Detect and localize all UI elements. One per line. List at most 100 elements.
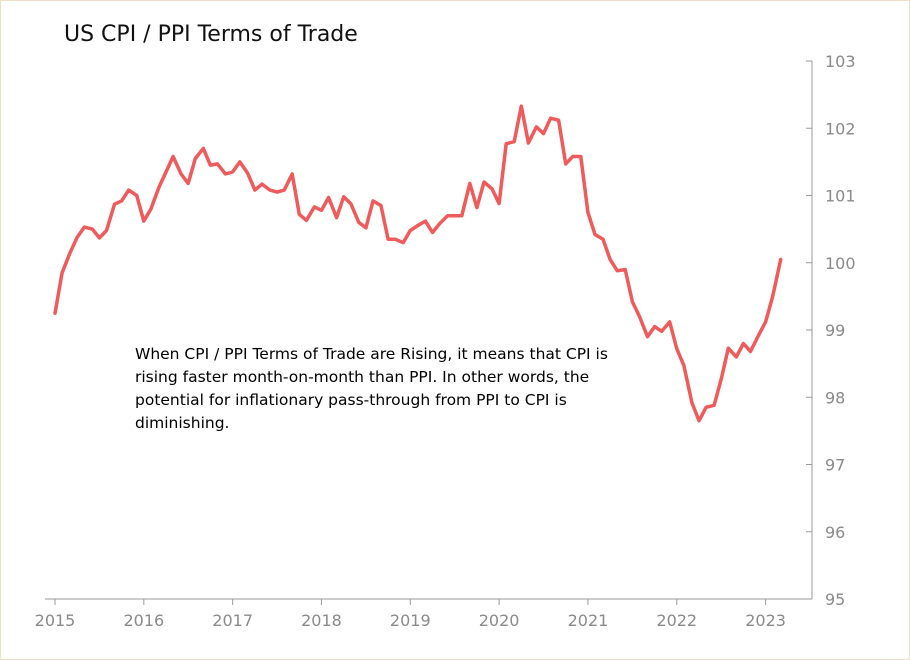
- data-point: [202, 147, 205, 150]
- x-tick-label: 2023: [745, 611, 786, 630]
- data-point: [120, 199, 123, 203]
- data-point: [453, 214, 456, 217]
- data-point: [305, 219, 308, 222]
- data-point: [468, 182, 471, 185]
- data-point: [579, 155, 582, 158]
- x-tick-label: 2021: [568, 611, 609, 630]
- data-point: [631, 300, 634, 303]
- data-point: [431, 231, 434, 234]
- data-point: [727, 347, 730, 350]
- data-point: [320, 209, 323, 212]
- data-point: [313, 205, 316, 209]
- data-point: [660, 330, 663, 333]
- data-point: [535, 125, 538, 129]
- data-point: [283, 188, 286, 192]
- data-point: [135, 194, 138, 197]
- data-point: [720, 377, 723, 381]
- data-point: [394, 238, 397, 241]
- data-point: [224, 172, 227, 176]
- data-point: [275, 190, 279, 194]
- x-tick-label: 2020: [479, 611, 520, 630]
- data-point: [460, 214, 463, 217]
- x-tick-label: 2022: [656, 611, 697, 630]
- data-point: [513, 140, 516, 143]
- data-point: [260, 182, 264, 186]
- data-point: [490, 187, 494, 190]
- y-tick-label: 100: [825, 254, 856, 273]
- data-point: [424, 219, 427, 223]
- y-tick-label: 102: [825, 119, 856, 138]
- data-point: [668, 320, 671, 324]
- data-point: [91, 227, 94, 231]
- data-point: [638, 315, 641, 318]
- data-point: [520, 104, 523, 108]
- data-point: [364, 226, 368, 229]
- y-tick-label: 97: [825, 456, 845, 475]
- y-tick-label: 98: [825, 388, 845, 407]
- data-point: [127, 188, 130, 192]
- data-point: [253, 188, 257, 192]
- chart-annotation: When CPI / PPI Terms of Trade are Rising…: [135, 345, 608, 432]
- data-point: [98, 236, 101, 240]
- data-point: [291, 172, 294, 176]
- data-point: [704, 406, 708, 409]
- data-point: [231, 170, 234, 174]
- x-tick-label: 2016: [123, 611, 164, 630]
- data-point: [164, 170, 168, 174]
- data-point: [735, 355, 738, 359]
- data-point: [53, 312, 57, 315]
- data-point: [593, 233, 597, 236]
- data-point: [712, 404, 716, 407]
- data-point: [771, 295, 774, 298]
- data-point: [142, 219, 145, 223]
- data-point: [757, 334, 760, 337]
- data-point: [379, 204, 383, 207]
- data-point: [386, 238, 390, 241]
- data-point: [624, 268, 627, 271]
- data-point: [549, 117, 552, 120]
- x-tick-label: 2017: [212, 611, 253, 630]
- data-point: [697, 419, 701, 422]
- data-point: [83, 225, 86, 229]
- data-point: [171, 155, 175, 158]
- x-tick-label: 2018: [301, 611, 342, 630]
- y-tick-label: 103: [825, 52, 856, 71]
- data-point: [179, 172, 183, 176]
- data-point: [608, 258, 612, 261]
- data-point: [586, 211, 590, 214]
- data-point: [298, 213, 301, 216]
- data-point: [675, 347, 678, 350]
- data-point: [60, 271, 64, 274]
- y-tick-label: 96: [825, 523, 845, 542]
- data-point: [749, 350, 752, 353]
- data-point: [564, 162, 567, 166]
- data-point: [438, 222, 441, 225]
- data-point: [571, 155, 574, 158]
- data-point: [690, 401, 694, 404]
- data-point: [216, 162, 219, 166]
- series-group: [53, 104, 783, 423]
- data-point: [446, 214, 449, 217]
- data-point: [238, 160, 241, 164]
- data-point: [357, 221, 360, 224]
- chart-title: US CPI / PPI Terms of Trade: [64, 22, 358, 47]
- data-point: [742, 342, 745, 345]
- data-point: [246, 172, 249, 175]
- data-point: [779, 258, 782, 261]
- data-point: [601, 238, 605, 241]
- x-axis-ticks: 2015 2016 2017 2018 2019 2020 2021 2022 2023: [35, 599, 786, 630]
- y-tick-label: 101: [825, 187, 856, 206]
- axes: [45, 61, 813, 600]
- data-point: [409, 229, 412, 232]
- data-point: [764, 320, 767, 324]
- x-tick-label: 2015: [35, 611, 76, 630]
- data-point: [646, 335, 649, 338]
- data-point: [157, 186, 161, 189]
- data-point: [505, 142, 508, 145]
- data-point: [653, 325, 656, 328]
- data-point: [105, 229, 108, 232]
- data-point: [497, 202, 501, 205]
- data-point: [209, 164, 212, 167]
- data-point: [475, 206, 479, 209]
